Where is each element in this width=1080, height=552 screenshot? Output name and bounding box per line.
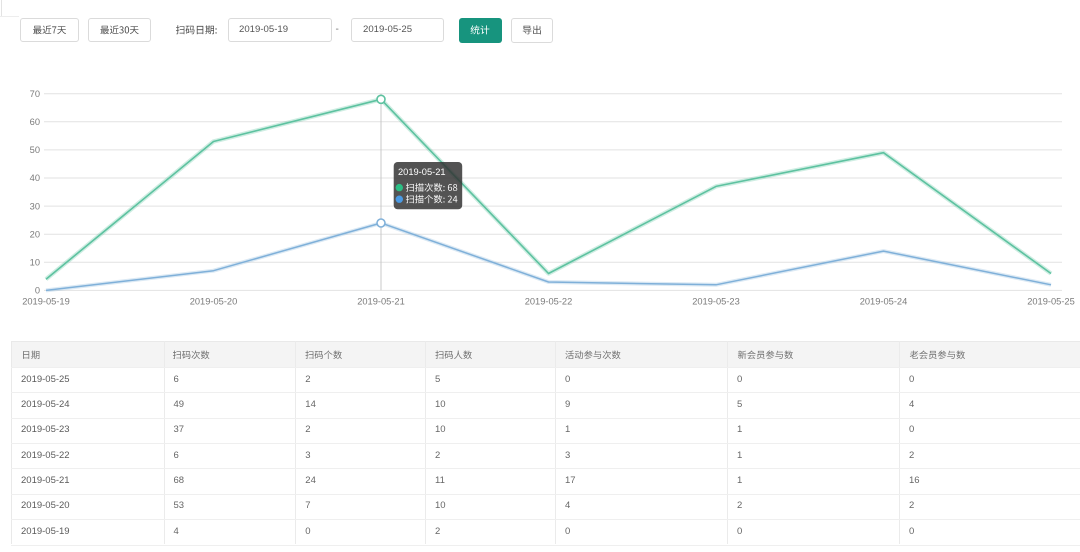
svg-text:70: 70: [30, 89, 40, 99]
svg-text:30: 30: [30, 201, 40, 211]
svg-text:20: 20: [30, 229, 40, 239]
svg-text:2019-05-21: 2019-05-21: [398, 167, 446, 177]
svg-text:2019-05-25: 2019-05-25: [1027, 297, 1075, 307]
svg-text:50: 50: [30, 145, 40, 155]
svg-text:2019-05-23: 2019-05-23: [692, 297, 740, 307]
svg-text:40: 40: [30, 173, 40, 183]
svg-text:2019-05-22: 2019-05-22: [525, 297, 573, 307]
svg-text:2019-05-20: 2019-05-20: [190, 297, 238, 307]
svg-text:10: 10: [30, 258, 40, 268]
svg-text:0: 0: [35, 286, 40, 296]
svg-text:2019-05-24: 2019-05-24: [860, 297, 908, 307]
svg-text:2019-05-19: 2019-05-19: [22, 297, 70, 307]
svg-text:2019-05-21: 2019-05-21: [357, 297, 405, 307]
svg-text:60: 60: [30, 117, 40, 127]
